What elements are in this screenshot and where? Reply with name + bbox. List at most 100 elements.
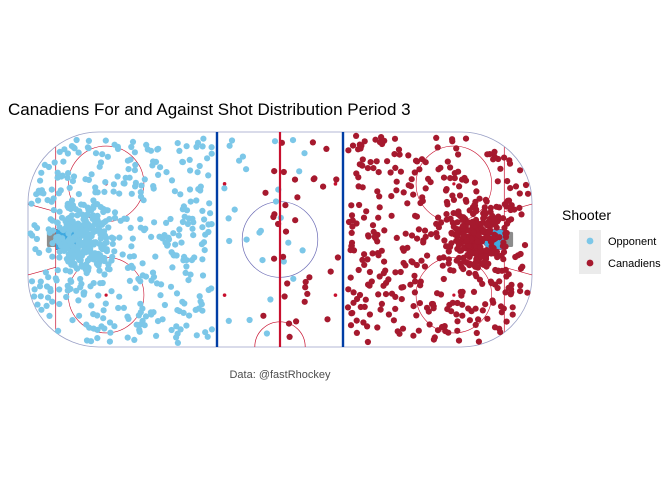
shot-point-canadiens	[484, 221, 491, 228]
shot-point-canadiens	[364, 323, 371, 330]
shot-point-canadiens	[508, 202, 515, 209]
shot-point-canadiens	[349, 142, 357, 149]
shot-point-canadiens	[410, 332, 417, 339]
shot-point-opponent	[87, 283, 94, 290]
shot-point-opponent	[65, 251, 72, 258]
shot-point-opponent	[236, 157, 243, 164]
shot-point-opponent	[208, 285, 215, 292]
shot-point-opponent	[162, 239, 169, 246]
shot-point-canadiens	[433, 134, 440, 141]
shot-point-canadiens	[400, 259, 407, 267]
shot-point-canadiens	[344, 304, 352, 311]
shot-point-opponent	[100, 307, 107, 314]
shot-point-canadiens	[282, 202, 289, 209]
shot-point-opponent	[199, 143, 206, 150]
legend-label-canadiens: Canadiens	[608, 258, 661, 270]
shot-point-canadiens	[454, 299, 461, 307]
shot-point-opponent	[40, 190, 47, 197]
shot-point-canadiens	[422, 159, 429, 166]
shot-point-canadiens	[474, 264, 481, 271]
shot-point-opponent	[137, 224, 144, 231]
shot-point-opponent	[187, 167, 194, 174]
shot-point-canadiens	[407, 281, 414, 288]
shot-point-canadiens	[424, 252, 431, 259]
shot-point-opponent	[56, 254, 63, 261]
shot-point-opponent	[110, 181, 117, 188]
shot-point-canadiens	[491, 148, 498, 155]
shot-point-opponent	[83, 234, 90, 241]
shot-point-opponent	[121, 215, 128, 222]
shot-point-canadiens	[473, 273, 480, 280]
shot-point-canadiens	[471, 202, 479, 209]
shot-point-canadiens	[393, 187, 400, 194]
shot-point-opponent	[116, 190, 123, 197]
shot-point-opponent	[75, 250, 82, 257]
chart-title: Canadiens For and Against Shot Distribut…	[8, 100, 411, 119]
shot-point-opponent	[153, 280, 161, 287]
shot-point-opponent	[97, 230, 104, 237]
shot-point-canadiens	[347, 274, 354, 281]
shot-point-opponent	[104, 153, 111, 160]
shot-point-canadiens	[417, 278, 424, 285]
shot-point-canadiens	[382, 291, 390, 298]
shot-point-opponent	[174, 339, 181, 346]
shot-point-canadiens	[459, 312, 466, 319]
shot-point-opponent	[169, 264, 176, 271]
legend-key-canadiens	[586, 259, 594, 267]
shot-point-canadiens	[493, 203, 500, 210]
shot-point-canadiens	[458, 263, 465, 270]
shot-point-opponent	[61, 247, 68, 254]
shot-point-opponent	[129, 138, 137, 145]
shot-point-canadiens	[498, 309, 505, 316]
shot-point-opponent	[163, 169, 170, 176]
shot-point-opponent	[131, 167, 138, 174]
shot-point-opponent	[85, 207, 92, 214]
shot-point-opponent	[137, 193, 145, 200]
shot-point-canadiens	[412, 157, 420, 164]
shot-point-canadiens	[505, 271, 512, 278]
shot-point-canadiens	[435, 214, 442, 221]
shot-point-canadiens	[459, 301, 466, 308]
shot-point-opponent	[69, 317, 76, 324]
shot-point-canadiens	[415, 327, 422, 334]
shot-point-opponent	[86, 324, 93, 331]
shot-point-opponent	[122, 174, 129, 181]
shot-point-opponent	[97, 220, 104, 227]
shot-point-opponent	[56, 148, 63, 155]
shot-point-canadiens	[372, 136, 379, 143]
shot-point-opponent	[186, 186, 194, 193]
neutral-dot-0	[222, 182, 227, 186]
shot-point-opponent	[163, 219, 170, 226]
shot-point-opponent	[179, 206, 186, 213]
shot-point-canadiens	[473, 208, 480, 215]
shot-point-opponent	[80, 289, 87, 296]
shot-point-canadiens	[357, 303, 364, 311]
shot-point-opponent	[182, 269, 189, 276]
shot-point-canadiens	[320, 183, 327, 190]
shot-point-opponent	[37, 177, 44, 184]
shot-point-canadiens	[483, 247, 490, 254]
shot-point-opponent	[197, 183, 204, 190]
shot-point-canadiens	[359, 256, 366, 263]
shot-point-opponent	[36, 283, 44, 290]
shot-point-canadiens	[448, 229, 455, 236]
shot-point-canadiens	[408, 176, 415, 183]
shot-point-opponent	[56, 239, 63, 246]
shot-point-opponent	[75, 238, 82, 245]
shot-point-opponent	[285, 239, 292, 246]
shot-point-canadiens	[361, 138, 368, 145]
shot-point-canadiens	[385, 276, 392, 283]
shot-point-canadiens	[503, 229, 510, 237]
shot-point-canadiens	[422, 185, 429, 192]
shot-point-canadiens	[475, 316, 482, 323]
shot-point-opponent	[47, 288, 54, 295]
shot-point-opponent	[92, 189, 99, 196]
shot-point-canadiens	[381, 258, 388, 265]
shot-point-canadiens	[304, 290, 311, 297]
shot-point-canadiens	[463, 198, 470, 205]
shot-point-canadiens	[361, 261, 368, 268]
shot-point-canadiens	[478, 253, 485, 261]
shot-point-opponent	[124, 334, 131, 341]
shot-point-opponent	[152, 253, 159, 260]
shot-point-canadiens	[413, 312, 420, 319]
